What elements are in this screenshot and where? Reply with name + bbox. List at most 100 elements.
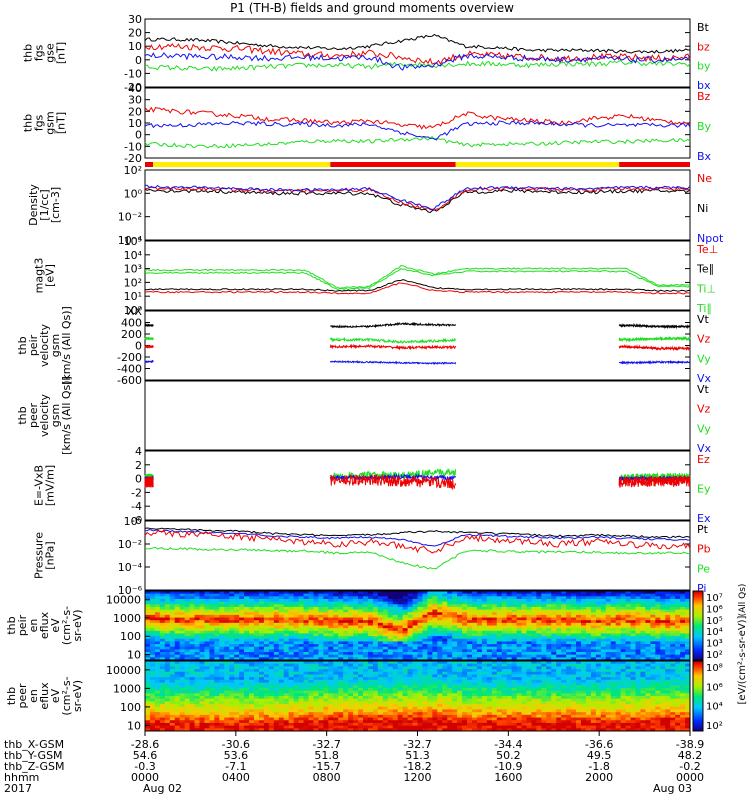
spectrogram-cell — [372, 636, 379, 640]
spectrogram-cell — [154, 696, 161, 700]
spectrogram-cell — [184, 701, 190, 705]
y-axis-label-line: sr-eV) — [71, 609, 84, 641]
spectrogram-cell — [244, 704, 250, 708]
spectrogram-cell — [258, 663, 265, 667]
spectrogram-cell — [268, 712, 275, 716]
spectrogram-cell — [382, 630, 389, 634]
spectrogram-cell — [258, 601, 265, 605]
spectrogram-cell — [229, 712, 235, 716]
spectrogram-cell — [174, 663, 181, 667]
spectrogram-cell — [189, 636, 195, 640]
spectrogram-cell — [164, 714, 171, 718]
spectrogram-cell — [239, 728, 245, 732]
spectrogram-cell — [145, 617, 151, 621]
spectrogram-cell — [293, 591, 299, 595]
spectrogram-cell — [467, 606, 473, 610]
spectrogram-cell — [145, 677, 151, 681]
spectrogram-cell — [328, 628, 334, 632]
y-axis-label-line: fgs — [33, 114, 46, 131]
spectrogram-cell — [184, 696, 190, 700]
spectrogram-cell — [159, 674, 166, 678]
spectrogram-cell — [412, 591, 418, 595]
spectrogram-cell — [268, 677, 275, 681]
spectrogram-cell — [481, 679, 488, 683]
spectrogram-cell — [521, 612, 527, 616]
spectrogram-cell — [303, 696, 309, 700]
spectrogram-cell — [149, 679, 156, 683]
spectrogram-cell — [392, 598, 399, 603]
spectrogram-cell — [372, 706, 379, 710]
spectrogram-cell — [650, 606, 656, 610]
spectrogram-cell — [581, 644, 587, 648]
spectrogram-cell — [169, 657, 176, 661]
spectrogram-cell — [179, 696, 186, 700]
spectrogram-cell — [422, 638, 428, 642]
spectrogram-cell — [308, 666, 314, 670]
spectrogram-cell — [338, 698, 344, 702]
spectrogram-cell — [576, 620, 582, 624]
spectrogram-cell — [278, 641, 285, 645]
spectrogram-cell — [620, 657, 626, 661]
spectrogram-cell — [392, 687, 399, 692]
spectrogram-cell — [442, 698, 448, 702]
spectrogram-cell — [268, 714, 275, 718]
spectrogram-cell — [467, 706, 473, 710]
y-tick-label: 0 — [135, 473, 142, 486]
spectrogram-cell — [412, 717, 418, 721]
spectrogram-cell — [298, 591, 304, 595]
spectrogram-cell — [159, 671, 166, 675]
spectrogram-cell — [159, 698, 166, 702]
spectrogram-cell — [516, 654, 522, 658]
spectrogram-cell — [174, 654, 181, 658]
spectrogram-cell — [234, 717, 240, 721]
spectrogram-cell — [397, 601, 404, 605]
spectrogram-cell — [447, 591, 453, 595]
spectrogram-cell — [447, 593, 453, 597]
spectrogram-cell — [620, 606, 626, 610]
spectrogram-cell — [536, 646, 542, 650]
spectrogram-cell — [219, 704, 225, 708]
spectrogram-cell — [680, 646, 686, 650]
spectrogram-cell — [585, 625, 592, 629]
spectrogram-cell — [298, 606, 304, 610]
spectrogram-cell — [437, 679, 443, 683]
spectrogram-cell — [313, 717, 319, 721]
spectrogram-cell — [154, 612, 161, 616]
spectrogram-cell — [234, 598, 240, 603]
spectrogram-cell — [249, 649, 255, 653]
spectrogram-cell — [318, 685, 324, 689]
spectrogram-cell — [169, 666, 176, 670]
spectrogram-cell — [234, 682, 240, 686]
spectrogram-cell — [254, 652, 260, 656]
spectrogram-cell — [476, 609, 483, 613]
spectrogram-cell — [313, 690, 319, 694]
spectrogram-cell — [650, 646, 656, 650]
spectrogram-cell — [363, 601, 369, 605]
spectrogram-cell — [204, 644, 210, 648]
spectrogram-cell — [214, 722, 220, 727]
spectrogram-cell — [412, 679, 418, 683]
spectrogram-cell — [526, 622, 532, 626]
spectrogram-cell — [382, 728, 389, 732]
spectrogram-cell — [268, 669, 275, 673]
spectrogram-cell — [204, 614, 210, 618]
spectrogram-cell — [526, 630, 532, 634]
spectrogram-cell — [382, 674, 389, 678]
spectrogram-cell — [209, 657, 215, 661]
spectrogram-cell — [472, 704, 478, 708]
spectrogram-cell — [323, 669, 329, 673]
spectrogram-cell — [249, 677, 255, 681]
spectrogram-cell — [506, 596, 513, 600]
series-line-Vt — [329, 321, 457, 329]
spectrogram-cell — [239, 604, 245, 608]
spectrogram-cell — [432, 593, 438, 597]
spectrogram-cell — [670, 591, 676, 595]
spectrogram-cell — [506, 617, 513, 621]
spectrogram-cell — [392, 709, 399, 713]
spectrogram-cell — [511, 598, 517, 603]
spectrogram-cell — [258, 717, 265, 721]
spectrogram-cell — [258, 622, 265, 626]
spectrogram-cell — [333, 633, 339, 637]
spectrogram-cell — [363, 598, 369, 603]
spectrogram-cell — [244, 649, 250, 653]
